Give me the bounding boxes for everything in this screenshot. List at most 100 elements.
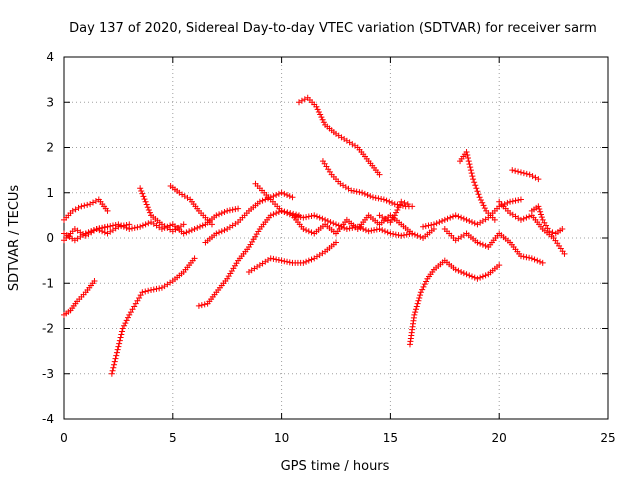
data-point-interp	[112, 221, 119, 228]
data-point	[474, 275, 481, 282]
data-point-interp	[526, 254, 533, 261]
data-point-interp	[346, 225, 353, 232]
data-point-interp	[471, 179, 478, 186]
data-point-interp	[81, 202, 88, 209]
data-point-interp	[425, 222, 432, 229]
x-tick-label: 0	[60, 431, 68, 445]
series-arc25	[441, 225, 481, 246]
data-point-interp	[121, 322, 128, 329]
data-point-interp	[317, 111, 324, 118]
data-point	[191, 225, 198, 232]
data-point-interp	[412, 309, 419, 316]
data-point	[430, 221, 437, 228]
data-point	[267, 212, 274, 219]
data-point-interp	[439, 218, 446, 225]
data-point	[507, 198, 514, 205]
data-point-interp	[392, 231, 399, 238]
data-point-interp	[422, 223, 429, 230]
data-point-interp	[520, 215, 527, 222]
data-point-interp	[118, 331, 125, 338]
data-point-interp	[308, 212, 315, 219]
data-point-interp	[275, 257, 282, 264]
data-point-interp	[129, 225, 135, 232]
data-point-interp	[460, 270, 467, 277]
data-point-interp	[305, 257, 312, 264]
data-point-interp	[142, 221, 149, 228]
x-tick-label: 20	[492, 431, 507, 445]
data-point-interp	[375, 195, 382, 202]
data-point	[348, 187, 355, 194]
data-point-interp	[319, 215, 326, 222]
data-point-interp	[436, 219, 443, 226]
series-arc21	[496, 198, 568, 257]
data-point-interp	[413, 303, 420, 310]
data-point-interp	[161, 224, 168, 231]
data-point-interp	[471, 274, 478, 281]
data-point	[300, 259, 307, 266]
y-tick-label: 2	[46, 141, 54, 155]
data-point-interp	[395, 204, 402, 211]
data-point-interp	[515, 168, 522, 175]
data-point-interp	[458, 268, 465, 275]
data-point-interp	[481, 205, 488, 212]
data-point-interp	[226, 207, 233, 214]
data-point	[476, 194, 483, 201]
data-point-interp	[101, 229, 108, 236]
data-point-interp	[384, 229, 391, 236]
data-point	[191, 255, 198, 262]
data-point-interp	[273, 210, 280, 217]
data-point-interp	[330, 220, 337, 227]
data-point-interp	[419, 286, 426, 293]
data-point	[113, 352, 120, 359]
data-point	[137, 185, 144, 192]
data-point-interp	[393, 209, 400, 216]
data-point-interp	[111, 361, 118, 368]
data-point-interp	[123, 317, 130, 324]
data-point-interp	[167, 222, 174, 229]
data-point-interp	[115, 343, 122, 350]
data-point-interp	[395, 232, 402, 239]
data-point-interp	[378, 195, 385, 202]
data-point-interp	[216, 229, 223, 236]
data-point-interp	[118, 222, 125, 229]
data-point	[491, 216, 498, 223]
data-point-interp	[371, 227, 378, 234]
data-point-interp	[526, 213, 533, 220]
data-point	[387, 230, 394, 237]
data-point-interp	[88, 228, 95, 235]
series-arc22	[509, 167, 542, 183]
data-point-interp	[534, 257, 541, 264]
data-point-interp	[394, 206, 401, 213]
data-point-interp	[138, 187, 145, 194]
data-point-interp	[396, 201, 403, 208]
data-point-interp	[284, 258, 291, 265]
series-arc17	[406, 257, 503, 348]
data-point-interp	[270, 255, 277, 262]
data-point-interp	[281, 190, 288, 197]
data-point	[369, 194, 376, 201]
data-point	[463, 216, 470, 223]
data-point-interp	[294, 213, 301, 220]
data-point-interp	[144, 204, 151, 211]
data-point	[343, 225, 350, 232]
x-tick-label: 10	[274, 431, 289, 445]
data-point-interp	[199, 222, 206, 229]
y-tick-label: 3	[46, 95, 54, 109]
data-point-interp	[477, 274, 484, 281]
data-point-interp	[109, 367, 116, 374]
data-point-interp	[218, 228, 225, 235]
data-point-interp	[107, 223, 114, 230]
data-point-interp	[512, 197, 519, 204]
data-point-interp	[356, 189, 363, 196]
data-point-interp	[116, 337, 123, 344]
y-tick-label: -3	[42, 367, 54, 381]
series-arc20	[474, 230, 546, 266]
data-point-interp	[469, 219, 475, 226]
data-point	[452, 212, 459, 219]
data-point-interp	[515, 197, 522, 204]
data-point	[126, 225, 133, 232]
data-point	[509, 167, 516, 174]
data-point-interp	[286, 211, 293, 218]
data-point	[91, 277, 98, 284]
data-point-interp	[319, 116, 326, 123]
